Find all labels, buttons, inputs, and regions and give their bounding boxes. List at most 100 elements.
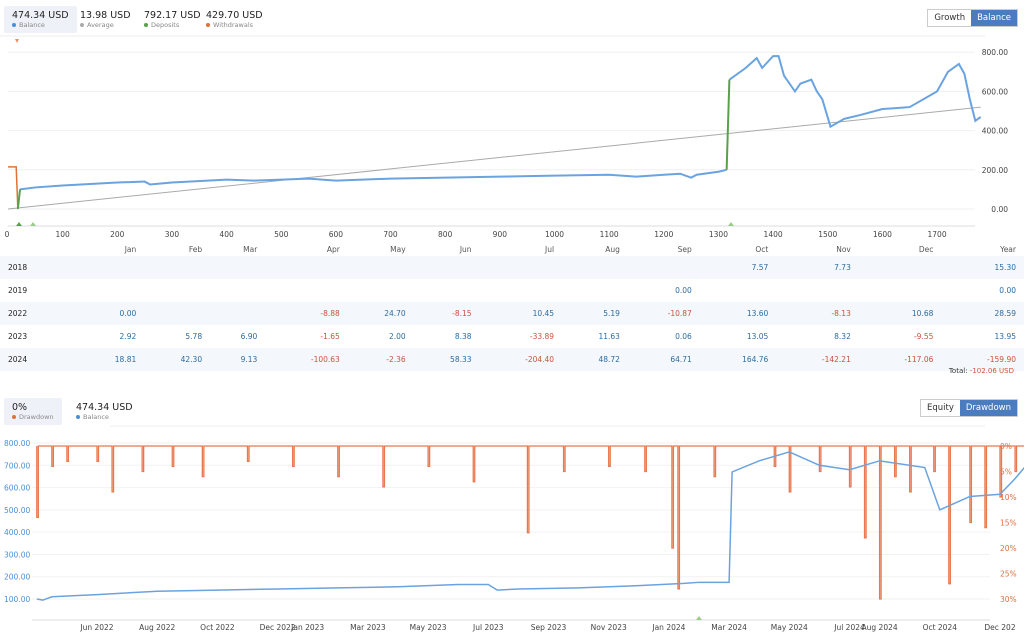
table-cell: -8.88 <box>320 309 340 318</box>
table-row: 2019 0.00 0.00 <box>0 279 1024 302</box>
average-dot-icon <box>80 23 84 27</box>
table-cell <box>480 256 563 279</box>
stat-average[interactable]: 13.98 USD Average <box>72 6 139 33</box>
deposit-marker-icon <box>728 222 734 226</box>
drawdown-label: Drawdown <box>19 413 54 421</box>
monthly-table: Jan Feb Mar Apr May Jun Jul Aug Sep Oct Nov Dec Year… <box>0 242 1024 371</box>
chart-mode-toggle: Growth Balance <box>927 9 1018 27</box>
x-tick-label: Mar 2023 <box>350 623 386 632</box>
table-cell: 0.00 <box>119 309 137 318</box>
column-header: Dec <box>918 244 934 254</box>
table-cell <box>859 256 942 279</box>
y-left-tick-label: 600.00 <box>4 484 30 493</box>
table-cell: 2.92 <box>119 332 137 341</box>
year-label: 2019 <box>8 286 28 295</box>
column-header: Jan <box>124 244 137 254</box>
y-left-tick-label: 100.00 <box>4 595 30 604</box>
year-label: 2023 <box>8 332 28 341</box>
x-tick-label: Aug 2022 <box>139 623 175 632</box>
table-cell <box>265 279 348 302</box>
table-cell <box>348 256 414 279</box>
table-row: 2018 7.57 7.73 15.30 <box>0 256 1024 279</box>
table-cell <box>348 279 414 302</box>
x-tick-label: 1600 <box>873 230 892 239</box>
x-tick-label: Aug 2024 <box>862 623 898 632</box>
x-tick-label: 900 <box>493 230 508 239</box>
table-cell: -2.36 <box>386 355 406 364</box>
stat-balance-2[interactable]: 474.34 USD Balance <box>68 398 141 425</box>
table-cell: 8.38 <box>454 332 472 341</box>
x-tick-label: Dec 202 <box>984 623 1015 632</box>
column-header: Feb <box>188 244 203 254</box>
table-cell: 10.68 <box>911 309 934 318</box>
deposits-value: 792.17 USD <box>144 10 201 21</box>
balance-chart: 800.00 600.00 400.00 200.00 0.00 0 100 200 300 40… <box>0 35 1008 239</box>
total-row: Total: -102.06 USD <box>949 367 1014 375</box>
stat-drawdown[interactable]: 0% Drawdown <box>4 398 62 425</box>
x-tick-label: 1200 <box>654 230 673 239</box>
x-tick-label: 100 <box>55 230 70 239</box>
x-tick-label: May 2023 <box>410 623 447 632</box>
table-cell: 24.70 <box>384 309 406 318</box>
withdrawals-dot-icon <box>206 23 210 27</box>
year-label: 2018 <box>8 263 28 272</box>
x-tick-label: Oct 2024 <box>923 623 958 632</box>
stat-withdrawals[interactable]: 429.70 USD Withdrawals <box>198 6 271 33</box>
table-cell: -159.90 <box>987 355 1016 364</box>
table-cell: 7.73 <box>834 263 851 272</box>
deposit-marker-icon <box>16 222 22 226</box>
column-header: Apr <box>326 244 340 254</box>
y-right-tick-label: 25% <box>1000 570 1017 579</box>
deposit-line <box>725 79 731 170</box>
balance-dot-icon <box>12 23 16 27</box>
table-cell: 13.60 <box>746 309 769 318</box>
table-cell <box>859 279 942 302</box>
table-cell: 42.30 <box>180 355 203 364</box>
table-cell: -142.21 <box>821 355 851 364</box>
x-tick-label: 1500 <box>818 230 837 239</box>
equity-button[interactable]: Equity <box>926 403 954 413</box>
deposits-label: Deposits <box>151 21 180 29</box>
y-left-tick-label: 200.00 <box>4 573 30 582</box>
y-right-tick-label: 10% <box>1000 493 1017 502</box>
x-tick-label: 400 <box>219 230 234 239</box>
deposit-marker-icon <box>30 222 36 226</box>
balance-button[interactable]: Balance <box>971 10 1017 26</box>
x-tick-label: Sep 2023 <box>531 623 567 632</box>
table-cell <box>414 279 480 302</box>
x-tick-label: Dec 2022 <box>260 623 296 632</box>
total-value: -102.06 USD <box>969 367 1014 375</box>
x-tick-label: 500 <box>274 230 289 239</box>
balance2-label: Balance <box>83 413 109 421</box>
table-cell: -8.13 <box>831 309 851 318</box>
withdrawals-label: Withdrawals <box>213 21 254 29</box>
stat-balance[interactable]: 474.34 USD Balance <box>4 6 77 33</box>
drawdown-dot-icon <box>12 415 16 419</box>
table-cell: 58.33 <box>450 355 472 364</box>
y-left-tick-label: 800.00 <box>4 439 30 448</box>
table-cell <box>144 256 210 279</box>
column-header: Oct <box>755 244 769 254</box>
stat-deposits[interactable]: 792.17 USD Deposits <box>136 6 209 33</box>
y-left-tick-label: 700.00 <box>4 461 30 470</box>
x-tick-label: Jan 2023 <box>290 623 324 632</box>
drawdown-button[interactable]: Drawdown <box>959 400 1017 416</box>
table-cell: 8.32 <box>834 332 851 341</box>
table-cell <box>210 256 265 279</box>
table-cell: -33.89 <box>529 332 555 341</box>
table-cell: -100.63 <box>310 355 340 364</box>
table-cell: 0.00 <box>675 286 692 295</box>
y-tick-label: 800.00 <box>982 48 1008 57</box>
table-cell: -1.65 <box>320 332 340 341</box>
balance-value: 474.34 USD <box>12 10 69 21</box>
table-cell <box>210 279 265 302</box>
table-cell: -10.87 <box>667 309 692 318</box>
table-cell: 0.00 <box>999 286 1016 295</box>
table-cell <box>210 302 265 325</box>
growth-button[interactable]: Growth <box>934 13 966 23</box>
x-tick-label: 800 <box>438 230 453 239</box>
column-header <box>0 242 78 256</box>
x-tick-label: 200 <box>110 230 125 239</box>
average-line <box>7 106 981 210</box>
table-cell <box>480 279 563 302</box>
